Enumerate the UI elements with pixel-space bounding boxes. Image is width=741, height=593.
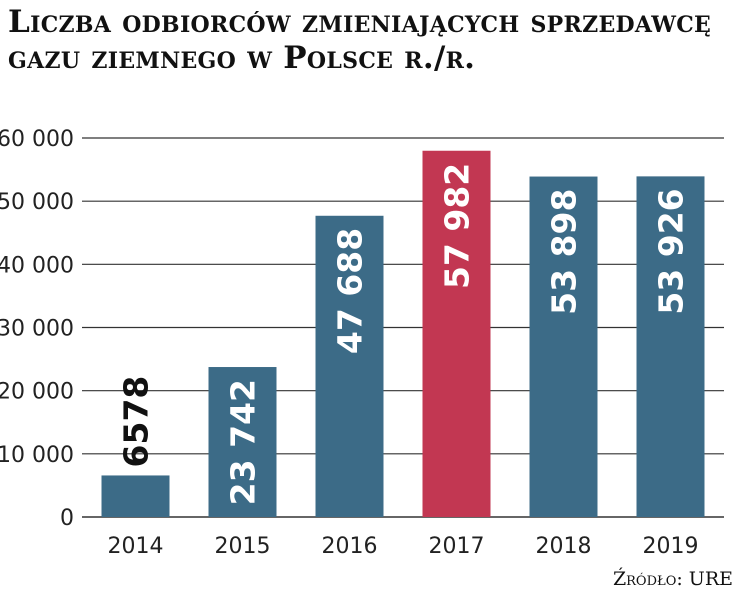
source-note: Źródło: URE: [612, 568, 733, 590]
y-tick-label: 0: [60, 506, 74, 531]
bar-2018: [529, 176, 598, 517]
bar-2019: [636, 176, 705, 517]
bar-value-label: 57 982: [438, 163, 477, 289]
y-tick-label: 50 000: [0, 190, 74, 215]
x-tick-label: 2018: [536, 534, 592, 559]
y-tick-label: 30 000: [0, 317, 74, 342]
chart-title: Liczba odbiorców zmieniających sprzedawc…: [8, 4, 712, 76]
grid-layer: [82, 137, 724, 518]
y-tick-label: 20 000: [0, 380, 74, 405]
bar-2016: [315, 215, 384, 517]
y-tick-label: 60 000: [0, 127, 74, 152]
x-tick-label: 2016: [322, 534, 378, 559]
bar-value-label: 53 898: [545, 189, 584, 315]
bar-2017: [422, 150, 491, 517]
bar-2015: [208, 367, 277, 517]
x-tick-label: 2017: [429, 534, 485, 559]
x-tick-label: 2014: [108, 534, 164, 559]
bar-2014: [101, 475, 170, 517]
y-tick-label: 40 000: [0, 253, 74, 278]
bar-value-label: 23 742: [224, 379, 263, 505]
axis-layer: 0 10 000 20 000 30 000 40 000 50 000 60 000 201…: [0, 127, 699, 559]
x-tick-label: 2019: [643, 534, 699, 559]
bar-value-label: 6578: [117, 376, 156, 468]
label-layer: 6578 23 742 47 688 57 982 53 898 53 926: [117, 163, 691, 506]
bar-value-label: 53 926: [652, 188, 691, 314]
y-tick-label: 10 000: [0, 443, 74, 468]
bar-value-label: 47 688: [331, 228, 370, 354]
bar-layer: [101, 150, 705, 517]
x-tick-label: 2015: [215, 534, 271, 559]
